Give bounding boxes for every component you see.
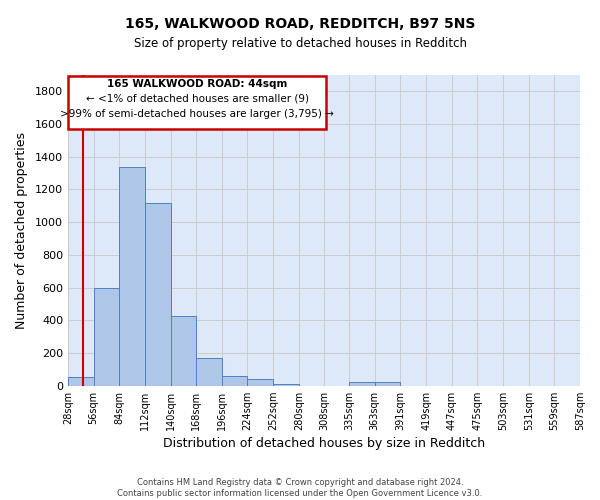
Bar [222, 376, 247, 386]
Text: ← <1% of detached houses are smaller (9): ← <1% of detached houses are smaller (9) [86, 94, 308, 104]
Bar [170, 316, 196, 386]
Bar [349, 382, 375, 386]
Text: 165, WALKWOOD ROAD, REDDITCH, B97 5NS: 165, WALKWOOD ROAD, REDDITCH, B97 5NS [125, 18, 475, 32]
X-axis label: Distribution of detached houses by size in Redditch: Distribution of detached houses by size … [163, 437, 485, 450]
Text: 165 WALKWOOD ROAD: 44sqm: 165 WALKWOOD ROAD: 44sqm [107, 78, 287, 88]
Bar [273, 384, 299, 386]
Bar [196, 358, 222, 386]
Bar [68, 376, 94, 386]
Bar [94, 288, 119, 386]
Text: Size of property relative to detached houses in Redditch: Size of property relative to detached ho… [133, 38, 467, 51]
Text: Contains HM Land Registry data © Crown copyright and database right 2024.
Contai: Contains HM Land Registry data © Crown c… [118, 478, 482, 498]
Bar [247, 380, 273, 386]
Text: >99% of semi-detached houses are larger (3,795) →: >99% of semi-detached houses are larger … [60, 109, 334, 119]
FancyBboxPatch shape [68, 76, 326, 129]
Y-axis label: Number of detached properties: Number of detached properties [15, 132, 28, 329]
Bar [119, 166, 145, 386]
Bar [145, 204, 170, 386]
Bar [375, 382, 400, 386]
